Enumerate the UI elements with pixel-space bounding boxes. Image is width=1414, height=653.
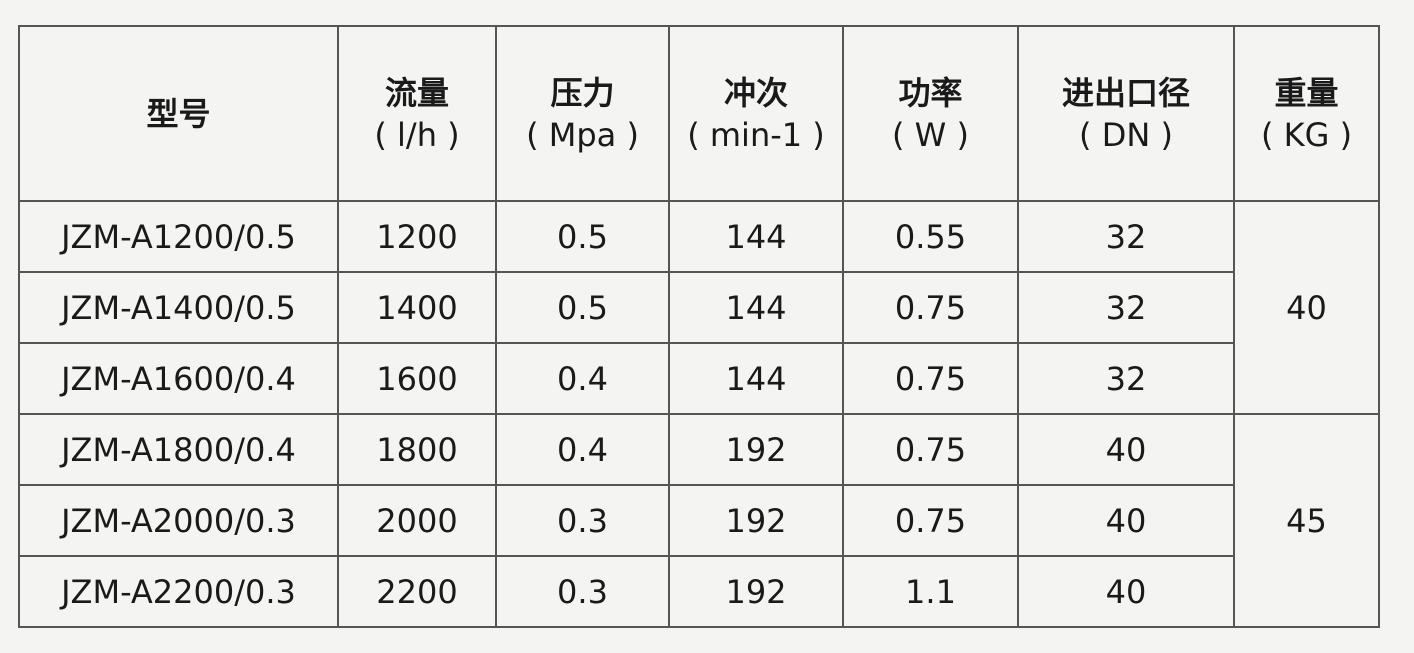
header-unit: ( min-1 ) bbox=[687, 115, 825, 154]
value-cell: 0.5 bbox=[495, 271, 670, 344]
spec-table: 型号 流量( l/h ) 压力( Mpa ) 冲次( min-1 ) 功率( W ) 进出… bbox=[18, 25, 1380, 628]
header-cell: 功率( W ) bbox=[842, 25, 1019, 202]
value-cell: 0.75 bbox=[842, 484, 1019, 557]
value-cell: 1800 bbox=[337, 413, 497, 486]
value-cell: 0.4 bbox=[495, 342, 670, 415]
value-cell: 1.1 bbox=[842, 555, 1019, 628]
table-row: JZM-A1800/0.4 1800 0.4 192 0.75 40 45 bbox=[18, 413, 1380, 628]
value-cell: 40 bbox=[1017, 413, 1235, 486]
value-cell: 0.75 bbox=[842, 413, 1019, 486]
value-cell: 0.3 bbox=[495, 555, 670, 628]
header-row: 型号 流量( l/h ) 压力( Mpa ) 冲次( min-1 ) 功率( W ) 进出… bbox=[18, 25, 1380, 202]
value-cell: 2000 bbox=[337, 484, 497, 557]
header-name: 流量 bbox=[384, 73, 449, 112]
header-cell: 压力( Mpa ) bbox=[495, 25, 670, 202]
table-row: JZM-A2200/0.3 2200 0.3 192 1.1 40 bbox=[18, 555, 1379, 628]
value-cell: 1400 bbox=[337, 271, 497, 344]
value-cell: 32 bbox=[1017, 200, 1235, 273]
value-cell: 144 bbox=[668, 200, 844, 273]
header-cell: 冲次( min-1 ) bbox=[668, 25, 844, 202]
model-cell: JZM-A1800/0.4 bbox=[18, 413, 339, 486]
value-cell: 32 bbox=[1017, 271, 1235, 344]
value-cell: 32 bbox=[1017, 342, 1235, 415]
weight-cell: 45 bbox=[1233, 413, 1380, 628]
value-cell: 0.3 bbox=[495, 484, 670, 557]
header-cell: 流量( l/h ) bbox=[337, 25, 497, 202]
header-cell: 重量( KG ) bbox=[1233, 25, 1380, 202]
model-cell: JZM-A2000/0.3 bbox=[18, 484, 339, 557]
value-cell: 40 bbox=[1017, 484, 1235, 557]
value-cell: 192 bbox=[668, 413, 844, 486]
header-name: 功率 bbox=[898, 73, 963, 112]
table-row: JZM-A1400/0.5 1400 0.5 144 0.75 32 bbox=[18, 271, 1379, 344]
value-cell: 144 bbox=[668, 271, 844, 344]
table-body: JZM-A1200/0.5 1200 0.5 144 0.55 32 40 JZM-A1400… bbox=[18, 200, 1380, 628]
value-cell: 1200 bbox=[337, 200, 497, 273]
header-unit: ( Mpa ) bbox=[526, 115, 639, 154]
model-cell: JZM-A1200/0.5 bbox=[18, 200, 339, 273]
model-cell: JZM-A1400/0.5 bbox=[18, 271, 339, 344]
value-cell: 0.5 bbox=[495, 200, 670, 273]
value-cell: 0.4 bbox=[495, 413, 670, 486]
value-cell: 1600 bbox=[337, 342, 497, 415]
header-name: 重量 bbox=[1274, 73, 1339, 112]
header-name: 型号 bbox=[146, 94, 211, 133]
table-row: JZM-A2000/0.3 2000 0.3 192 0.75 40 bbox=[18, 484, 1379, 557]
table-row: JZM-A1200/0.5 1200 0.5 144 0.55 32 40 bbox=[18, 200, 1380, 415]
value-cell: 0.55 bbox=[842, 200, 1019, 273]
header-unit: ( l/h ) bbox=[374, 115, 460, 154]
header-unit: ( W ) bbox=[892, 115, 969, 154]
header-name: 进出口径 bbox=[1061, 73, 1190, 112]
value-cell: 144 bbox=[668, 342, 844, 415]
header-cell: 型号 bbox=[18, 25, 339, 202]
model-cell: JZM-A2200/0.3 bbox=[18, 555, 339, 628]
value-cell: 192 bbox=[668, 484, 844, 557]
value-cell: 2200 bbox=[337, 555, 497, 628]
table-row: JZM-A1600/0.4 1600 0.4 144 0.75 32 bbox=[18, 342, 1379, 415]
header-cell: 进出口径( DN ) bbox=[1017, 25, 1235, 202]
value-cell: 0.75 bbox=[842, 342, 1019, 415]
header-unit: ( KG ) bbox=[1260, 115, 1353, 154]
value-cell: 40 bbox=[1017, 555, 1235, 628]
header-unit: ( DN ) bbox=[1079, 115, 1173, 154]
weight-cell: 40 bbox=[1233, 200, 1380, 415]
header-name: 压力 bbox=[550, 73, 615, 112]
header-name: 冲次 bbox=[723, 73, 788, 112]
value-cell: 192 bbox=[668, 555, 844, 628]
value-cell: 0.75 bbox=[842, 271, 1019, 344]
model-cell: JZM-A1600/0.4 bbox=[18, 342, 339, 415]
